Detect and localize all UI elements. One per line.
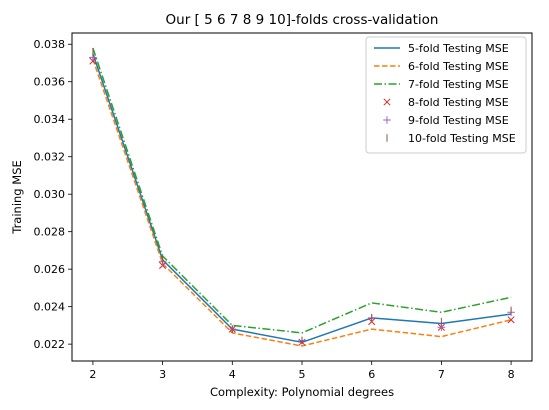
x-tick-label: 2 (89, 368, 96, 381)
legend-label: 7-fold Testing MSE (408, 78, 509, 91)
legend-box (365, 36, 527, 154)
x-tick-label: 3 (159, 368, 166, 381)
legend: 5-fold Testing MSE 6-fold Testing MSE 7-fo… (365, 36, 527, 154)
x-tick-label: 6 (368, 368, 375, 381)
legend-item: 10-fold Testing MSE (386, 132, 516, 145)
chart-title: Our [ 5 6 7 8 9 10]-folds cross-validati… (166, 12, 439, 28)
legend-item: 8-fold Testing MSE (383, 96, 509, 109)
series-6 (92, 47, 512, 345)
series-layer (89, 47, 515, 347)
y-tick-label: 0.032 (34, 151, 66, 164)
legend-swatch (383, 98, 391, 106)
y-tick-label: 0.024 (34, 301, 66, 314)
y-tick-label: 0.030 (34, 188, 66, 201)
x-tick-label: 4 (229, 368, 236, 381)
series-2 (92, 58, 512, 347)
x-tick-label: 5 (299, 368, 306, 381)
data-point (507, 316, 515, 324)
x-tick-label: 8 (508, 368, 515, 381)
y-tick-label: 0.038 (34, 38, 66, 51)
legend-label: 9-fold Testing MSE (408, 114, 509, 127)
legend-swatch (383, 116, 391, 124)
y-axis-label: Training MSE (10, 160, 24, 235)
x-axis-label: Complexity: Polynomial degrees (210, 385, 394, 399)
axes-frame (71, 32, 533, 362)
y-tick-label: 0.028 (34, 226, 66, 239)
legend-label: 6-fold Testing MSE (408, 60, 509, 73)
legend-item: 9-fold Testing MSE (383, 114, 509, 127)
x-tick-label: 7 (438, 368, 445, 381)
y-axis: 0.022 0.024 0.026 0.028 0.030 0.032 0.034 0.036… (34, 38, 72, 351)
y-tick-label: 0.036 (34, 76, 66, 89)
y-tick-label: 0.026 (34, 263, 66, 276)
legend-label: 5-fold Testing MSE (408, 42, 509, 55)
legend-item: 6-fold Testing MSE (374, 60, 509, 73)
legend-item: 7-fold Testing MSE (374, 78, 509, 91)
legend-label: 10-fold Testing MSE (408, 132, 516, 145)
series-line (92, 58, 512, 347)
legend-item: 5-fold Testing MSE (374, 42, 509, 55)
legend-label: 8-fold Testing MSE (408, 96, 509, 109)
y-tick-label: 0.034 (34, 113, 66, 126)
y-tick-label: 0.022 (34, 338, 66, 351)
x-axis: 2 3 4 5 6 7 8 (89, 361, 515, 381)
